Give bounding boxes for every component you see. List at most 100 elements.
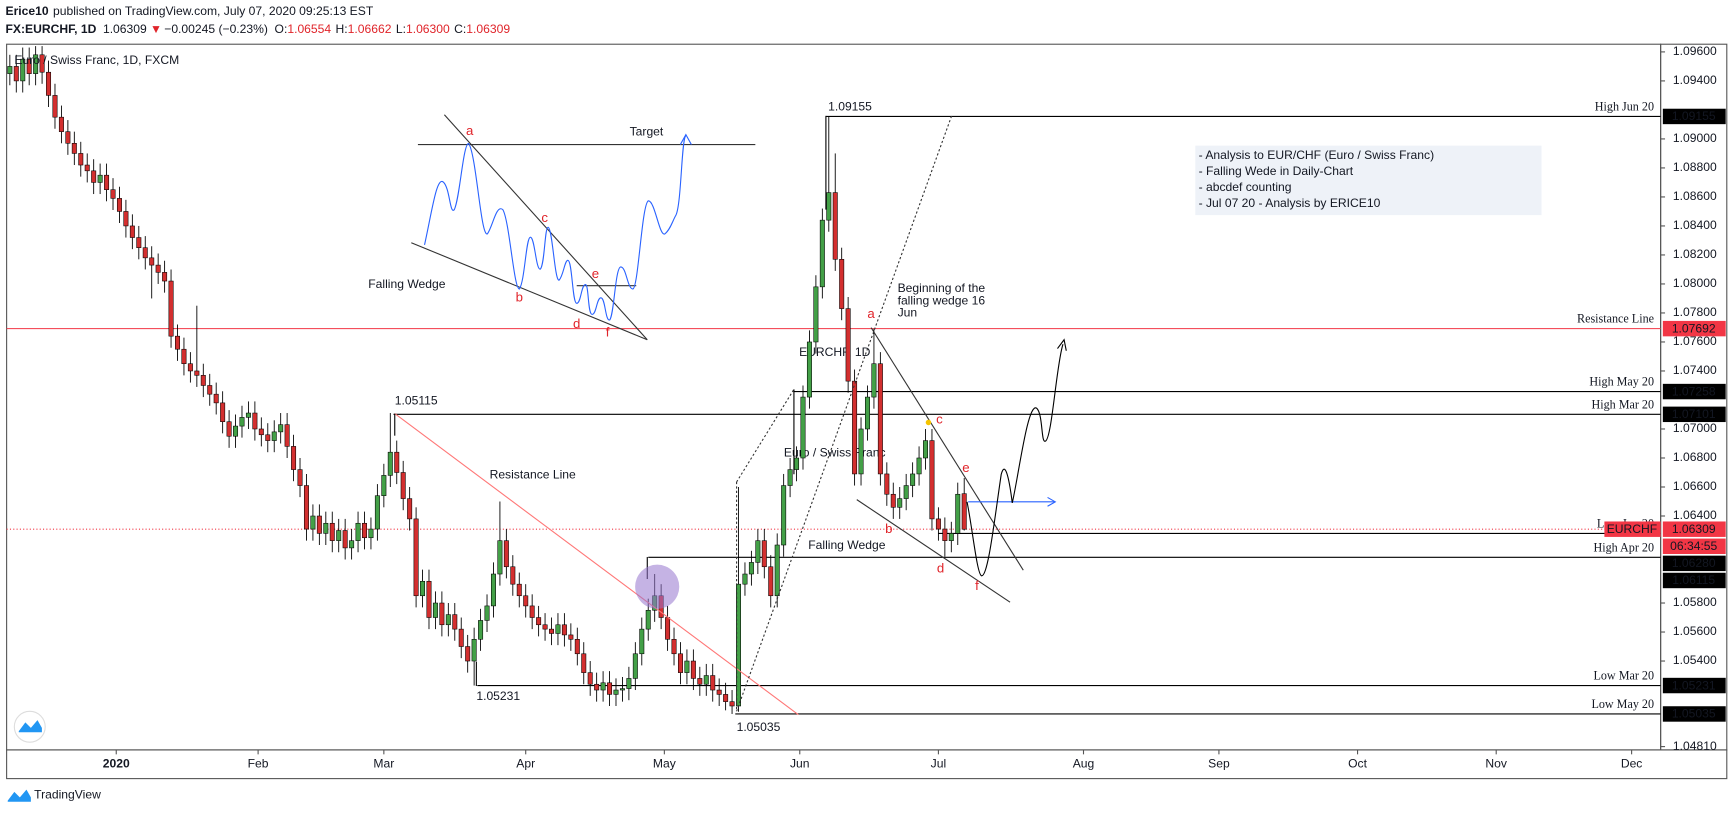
candle-body xyxy=(555,624,561,634)
wave-point: b xyxy=(885,521,892,536)
candle-body xyxy=(13,66,19,82)
candle-body xyxy=(677,653,683,673)
price-annotation: 1.05035 xyxy=(737,720,781,734)
candle-body xyxy=(245,412,251,418)
watermark-symbol: EURCHF, 1D xyxy=(799,345,871,359)
price-box-label: 1.06309 xyxy=(1672,522,1716,536)
x-tick-label: Sep xyxy=(1208,756,1230,770)
candle-body xyxy=(626,678,632,689)
candle-body xyxy=(542,624,548,630)
candle-body xyxy=(903,485,909,499)
candle-body xyxy=(175,335,180,350)
symbol: FX:EURCHF, 1D xyxy=(6,22,97,36)
candle-body xyxy=(149,257,155,266)
candle-body xyxy=(755,540,761,563)
candle-body xyxy=(452,614,458,630)
price-box xyxy=(1662,555,1726,572)
y-tick-label: 1.09400 xyxy=(1673,73,1717,87)
candle-body xyxy=(355,522,361,541)
price-box xyxy=(1662,406,1726,423)
candle-body xyxy=(226,421,232,437)
wave-point: b xyxy=(516,289,523,304)
candle-body xyxy=(7,66,13,74)
candle-body xyxy=(239,417,245,427)
wave-point: d xyxy=(573,316,580,331)
candle-body xyxy=(368,528,374,539)
wave-point: c xyxy=(541,210,548,225)
notes-box xyxy=(1195,145,1542,216)
x-tick-label: Apr xyxy=(516,756,535,770)
candle-body xyxy=(33,54,39,74)
header-line: Erice10 published on TradingView.com, Jul… xyxy=(6,4,374,18)
y-tick-label: 1.08800 xyxy=(1673,160,1717,174)
candle-body xyxy=(794,457,800,470)
brand: TradingView xyxy=(34,787,101,801)
candle-body xyxy=(787,469,793,486)
y-tick-label: 1.07800 xyxy=(1673,305,1717,319)
wave-point: a xyxy=(466,123,474,138)
x-tick-label: 2020 xyxy=(103,756,130,770)
candles xyxy=(7,46,967,714)
candle-body xyxy=(316,515,322,534)
candle-body xyxy=(864,396,870,430)
candle-body xyxy=(890,493,896,508)
candle-body xyxy=(858,428,864,475)
candle-body xyxy=(490,573,496,607)
candle-body xyxy=(684,660,690,673)
candle-body xyxy=(432,602,438,618)
ohlc-key: L: xyxy=(396,22,406,36)
ohlc-key: H: xyxy=(336,22,348,36)
candle-body xyxy=(271,431,277,441)
candle-body xyxy=(265,434,271,441)
candle-body xyxy=(742,573,748,585)
x-tick-label: Jul xyxy=(931,756,946,770)
candle-body xyxy=(897,498,903,508)
candle-body xyxy=(568,634,574,640)
y-tick-label: 1.07000 xyxy=(1673,421,1717,435)
candle-body xyxy=(813,286,819,343)
arrow-head xyxy=(1047,496,1057,507)
x-tick-label: Jun xyxy=(790,756,810,770)
candle-body xyxy=(703,675,709,685)
candle-body xyxy=(768,566,774,597)
time-axis-frame xyxy=(6,749,1728,780)
schematic-wave xyxy=(423,135,687,321)
candle-body xyxy=(529,605,535,618)
arrow-head xyxy=(679,133,692,145)
candle-body xyxy=(497,540,503,575)
candle-body xyxy=(819,219,825,288)
level-name: Resistance Line xyxy=(1577,312,1654,326)
candle-body xyxy=(413,518,419,597)
candle-body xyxy=(323,522,329,534)
note-label: Beginning of the xyxy=(898,281,986,295)
candle-body xyxy=(104,174,110,190)
symbol-box xyxy=(1604,521,1661,537)
candle-body xyxy=(510,566,516,585)
candle-body xyxy=(26,58,32,74)
candle-body xyxy=(458,628,464,647)
price-box-label: 1.05231 xyxy=(1672,678,1716,692)
candle-body xyxy=(806,341,812,398)
candle-body xyxy=(929,440,935,520)
note-label: falling wedge 16 xyxy=(898,293,986,307)
candle-body xyxy=(916,457,922,475)
candle-body xyxy=(162,272,168,282)
level-name: High May 20 xyxy=(1589,375,1654,389)
y-tick-label: 1.05600 xyxy=(1673,624,1717,638)
candle-body xyxy=(220,402,226,423)
change: −0.00245 (−0.23%) xyxy=(164,22,268,36)
ohlc-value: 1.06309 xyxy=(466,22,510,36)
candle-body xyxy=(671,638,677,655)
candle-body xyxy=(439,602,445,626)
candle-body xyxy=(948,533,954,541)
candle-body xyxy=(349,540,355,549)
price-box-label: 1.05035 xyxy=(1672,707,1716,721)
note: - Analysis to EUR/CHF (Euro / Swiss Fran… xyxy=(1199,148,1435,162)
candle-body xyxy=(665,617,671,640)
price-box xyxy=(1662,383,1726,400)
candle-body xyxy=(78,153,84,166)
x-tick-label: Aug xyxy=(1073,756,1095,770)
